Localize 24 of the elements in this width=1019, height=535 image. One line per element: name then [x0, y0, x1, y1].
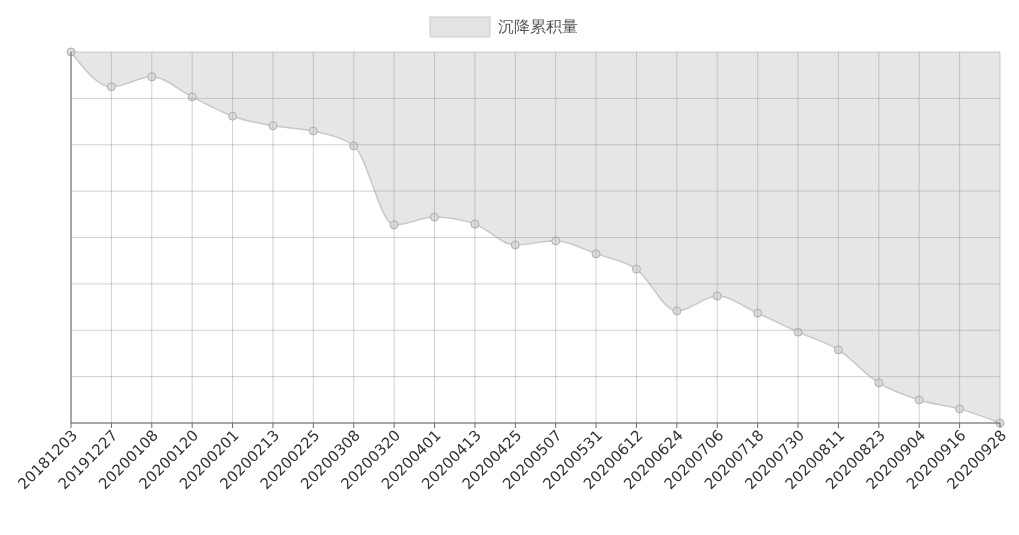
point	[753, 308, 763, 318]
point	[874, 378, 884, 388]
point	[591, 249, 601, 259]
legend-label: 沉降累积量	[498, 16, 578, 36]
point	[349, 141, 359, 151]
point	[712, 291, 722, 301]
point	[631, 264, 641, 274]
point	[147, 72, 157, 82]
point	[228, 111, 238, 121]
point	[66, 47, 76, 57]
point	[793, 327, 803, 337]
point	[106, 82, 116, 92]
point	[551, 236, 561, 246]
point	[510, 240, 520, 250]
point	[955, 404, 965, 414]
point	[308, 126, 318, 136]
point	[389, 220, 399, 230]
point	[187, 92, 197, 102]
point	[430, 212, 440, 222]
point	[914, 395, 924, 405]
point	[833, 345, 843, 355]
point	[672, 306, 682, 316]
point	[470, 219, 480, 229]
point	[268, 121, 278, 131]
